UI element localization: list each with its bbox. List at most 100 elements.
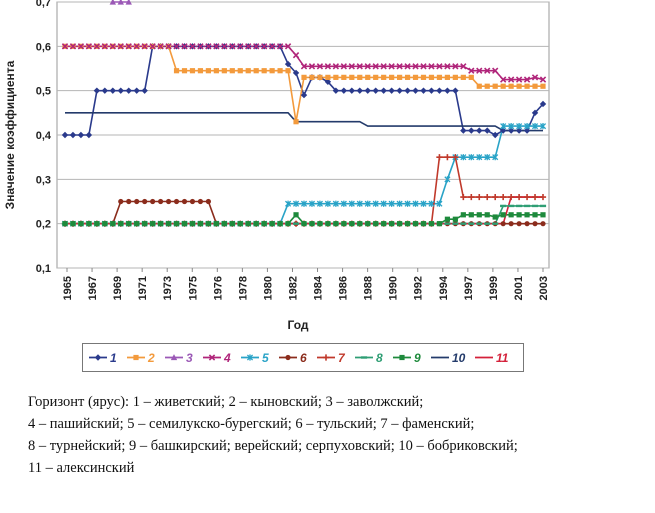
series-point [492, 154, 499, 161]
series-point [516, 212, 522, 218]
series-point [349, 74, 355, 80]
series-point [237, 68, 243, 74]
series-point [381, 221, 387, 227]
series-point [348, 63, 355, 70]
series-point [524, 221, 530, 227]
series-point [93, 87, 101, 94]
series-point [539, 100, 547, 108]
x-tick-label: 1997 [463, 276, 475, 300]
y-axis-title: Значение коэффициента [3, 60, 17, 209]
series-point [301, 221, 307, 227]
series-point [357, 221, 363, 227]
series-point [404, 63, 411, 70]
series-point [444, 176, 451, 183]
legend-item-2: 2 [127, 351, 155, 365]
series-point [69, 43, 77, 50]
series-point [324, 78, 332, 85]
x-tick-label: 1976 [212, 276, 224, 300]
series-point [476, 212, 482, 218]
legend-marker [322, 354, 330, 361]
legend-label: 5 [262, 351, 269, 365]
series-point [125, 87, 132, 94]
series-point [436, 221, 443, 227]
series-point [523, 193, 531, 201]
series-point [333, 221, 339, 227]
series-point [412, 221, 419, 227]
legend-entries: 1 2 3 4 5 6 7 8 9 10 11 [89, 351, 509, 365]
series-point [420, 200, 427, 207]
legend-item-4: 4 [203, 351, 231, 365]
series-point [396, 200, 403, 207]
series-point [507, 127, 515, 134]
series-point [340, 63, 347, 70]
series-point [285, 200, 292, 207]
y-tick-label: 0,2 [36, 219, 51, 231]
series-point [500, 76, 507, 83]
series-markers-2 [62, 43, 546, 125]
series-point [531, 109, 539, 117]
series-point [109, 0, 116, 5]
series-point [404, 221, 411, 227]
series-point [197, 43, 204, 50]
series-point [205, 221, 211, 227]
series-point [436, 87, 443, 94]
legend-label: 3 [186, 351, 193, 365]
series-point [189, 43, 196, 50]
series-point [181, 68, 188, 74]
series-point [149, 43, 156, 50]
y-tick-label: 0,3 [36, 174, 51, 186]
series-point [237, 221, 243, 227]
x-tick-label: 1986 [338, 276, 350, 300]
series-point [389, 221, 395, 227]
legend-item-7: 7 [317, 351, 346, 365]
series-point [380, 200, 387, 207]
series-point [181, 198, 188, 205]
series-point [85, 43, 93, 50]
x-tick-label: 1988 [363, 276, 375, 300]
series-point [500, 123, 507, 130]
series-point [420, 87, 427, 94]
series-point [468, 127, 475, 134]
legend-label: 7 [338, 351, 346, 365]
series-point [508, 204, 515, 208]
series-point [221, 221, 227, 227]
series-point [78, 221, 84, 227]
legend-item-6: 6 [279, 351, 307, 365]
series-point [492, 193, 499, 201]
series-point [508, 212, 514, 218]
series-point [237, 43, 244, 50]
series-point [221, 43, 228, 50]
series-point [531, 74, 539, 81]
series-point [205, 198, 211, 205]
y-tick-label: 0,5 [36, 86, 51, 98]
series-point [181, 221, 188, 227]
series-point [373, 221, 379, 227]
y-axis-ticks: 0,1 0,2 0,3 0,4 0,5 0,6 0,7 [36, 0, 52, 275]
series-point [476, 193, 483, 201]
series-point [125, 43, 132, 50]
series-point [349, 221, 355, 227]
x-tick-label: 1994 [438, 275, 450, 300]
series-point [109, 87, 116, 94]
series-point [444, 63, 451, 70]
series-point [420, 63, 427, 70]
x-tick-label: 1975 [187, 276, 199, 300]
legend-label: 2 [147, 351, 155, 365]
series-point [229, 43, 236, 50]
series-point [452, 216, 458, 222]
series-point [452, 87, 459, 94]
series-point [165, 43, 172, 50]
legend-label: 9 [414, 351, 421, 365]
series-point [261, 43, 268, 50]
series-point [388, 87, 395, 94]
series-point [277, 68, 283, 74]
series-line-10 [65, 112, 543, 132]
series-point [444, 216, 450, 222]
series-point [157, 43, 164, 50]
series-point [62, 221, 68, 227]
series-point [507, 76, 515, 83]
series-point [404, 87, 411, 94]
series-point [316, 200, 323, 207]
series-point [476, 83, 482, 89]
x-tick-label: 1978 [237, 276, 249, 300]
